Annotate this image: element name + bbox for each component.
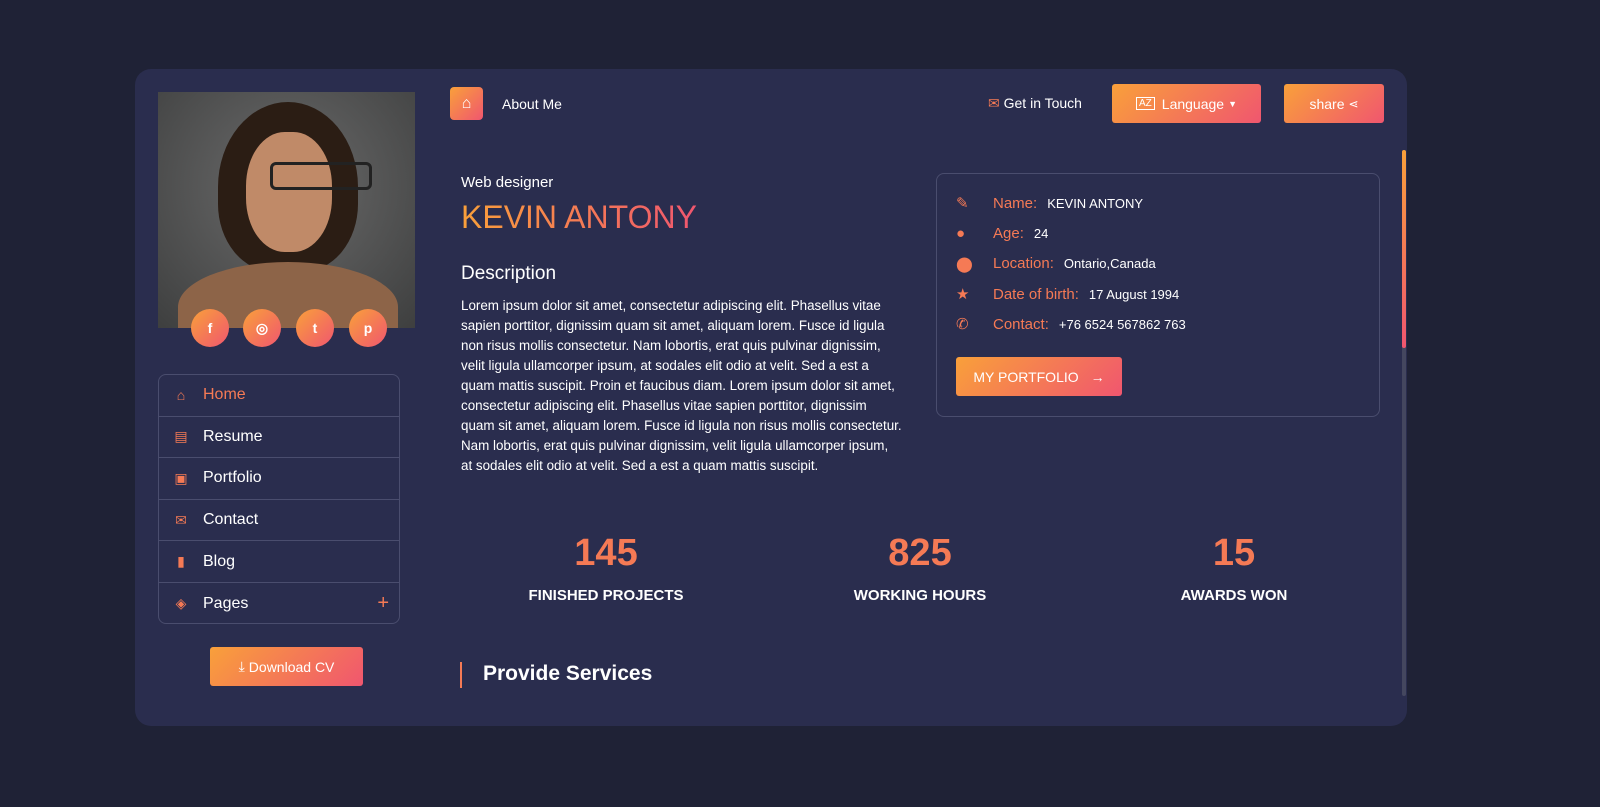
info-label: Date of birth: [993,285,1079,303]
stat-item: 15 AWARDS WON [1104,532,1364,604]
language-dropdown[interactable]: AZ Language ▼ [1112,84,1261,123]
sidebar-item-label: Contact [203,511,259,529]
services-title: Provide Services [483,662,653,685]
home-icon: ⌂ [461,94,472,112]
stat-label: AWARDS WON [1180,587,1288,604]
pencil-icon: ✎ [956,195,969,213]
role: Web designer [461,174,554,191]
home-icon: ⌂ [176,387,186,404]
star-icon: ★ [956,286,970,304]
get-in-touch-link[interactable]: ✉ Get in Touch [988,95,1082,111]
sidebar-item-contact[interactable]: ✉ Contact [159,500,399,542]
sidebar-item-blog[interactable]: ▮ Blog [159,541,399,583]
stat-label: FINISHED PROJECTS [528,587,684,604]
profile-name: KEVIN ANTONY [461,199,697,235]
stat-item: 145 FINISHED PROJECTS [476,532,736,604]
services-divider [460,662,462,688]
phone-icon: ✆ [956,316,969,334]
my-portfolio-button[interactable]: MY PORTFOLIO → [956,357,1122,397]
download-icon: ⤓ [238,658,245,674]
sidebar-item-resume[interactable]: ▤ Resume [159,417,399,459]
sidebar-item-pages[interactable]: ◈ Pages + [159,583,399,625]
sidebar-menu: ⌂ Home ▤ Resume ▣ Portfolio ✉ Contact ▮ Blog ◈ Page… [158,374,400,624]
info-label: Location: [993,255,1054,273]
scrollbar-thumb[interactable] [1402,150,1406,348]
info-label: Name: [993,194,1038,212]
sidebar-item-portfolio[interactable]: ▣ Portfolio [159,458,399,500]
arrow-right-icon: → [1090,368,1105,385]
layers-icon: ◈ [175,595,187,612]
profile-photo [158,92,415,328]
sidebar-item-label: Pages [203,594,249,612]
envelope-icon: ✉ [988,95,1000,111]
stat-value: 15 [1212,532,1256,574]
translate-icon: AZ [1136,97,1155,110]
info-value: +76 6524 567862 763 [1058,316,1186,332]
share-button[interactable]: share ⋖ [1284,84,1384,123]
sidebar-item-label: Portfolio [203,469,262,487]
caret-down-icon: ▼ [1228,98,1237,109]
twitter-icon[interactable]: t [296,309,334,347]
info-row: ✆ Contact: +76 6524 567862 763 [956,309,1360,339]
images-icon: ▣ [174,469,188,486]
info-row: ✎ Name: KEVIN ANTONY [956,188,1360,218]
info-value: KEVIN ANTONY [1047,195,1144,211]
sidebar-item-home[interactable]: ⌂ Home [159,375,399,417]
share-icon: ⋖ [1348,96,1359,111]
info-row: ● Age: 24 [956,218,1360,248]
sidebar-item-label: Home [203,386,246,404]
profile-card: f ◎ t p ⌂ Home ▤ Resume ▣ Portfolio ✉ Contact ▮ Blog… [135,69,1407,726]
page-title: About Me [502,96,562,112]
user-icon: ● [956,224,966,242]
home-button[interactable]: ⌂ [450,87,483,120]
scrollbar[interactable] [1402,150,1406,696]
map-pin-icon: ⬤ [956,255,973,273]
description-text: Lorem ipsum dolor sit amet, consectetur … [461,298,902,473]
stat-value: 145 [574,532,638,574]
stat-label: WORKING HOURS [853,587,987,604]
instagram-icon[interactable]: ◎ [243,309,281,347]
stat-value: 825 [888,532,952,574]
file-icon: ▤ [174,428,188,445]
sidebar-item-label: Blog [203,552,236,570]
info-label: Contact: [993,315,1049,333]
stat-item: 825 WORKING HOURS [790,532,1050,604]
info-row: ★ Date of birth: 17 August 1994 [956,279,1360,309]
info-value: 17 August 1994 [1088,286,1180,302]
pinterest-icon[interactable]: p [349,309,387,347]
expand-icon[interactable]: + [377,592,389,615]
download-cv-button[interactable]: ⤓ Download CV [210,647,363,686]
info-value: 24 [1033,225,1049,241]
info-box: ✎ Name: KEVIN ANTONY ● Age: 24 ⬤ Location: Ontar… [936,173,1380,417]
envelope-icon: ✉ [175,511,187,528]
description-title: Description [461,263,557,284]
info-label: Age: [993,224,1024,242]
facebook-icon[interactable]: f [191,309,229,347]
info-value: Ontario,Canada [1063,256,1156,272]
book-icon: ▮ [177,553,185,570]
info-row: ⬤ Location: Ontario,Canada [956,249,1360,279]
sidebar-item-label: Resume [203,427,263,445]
